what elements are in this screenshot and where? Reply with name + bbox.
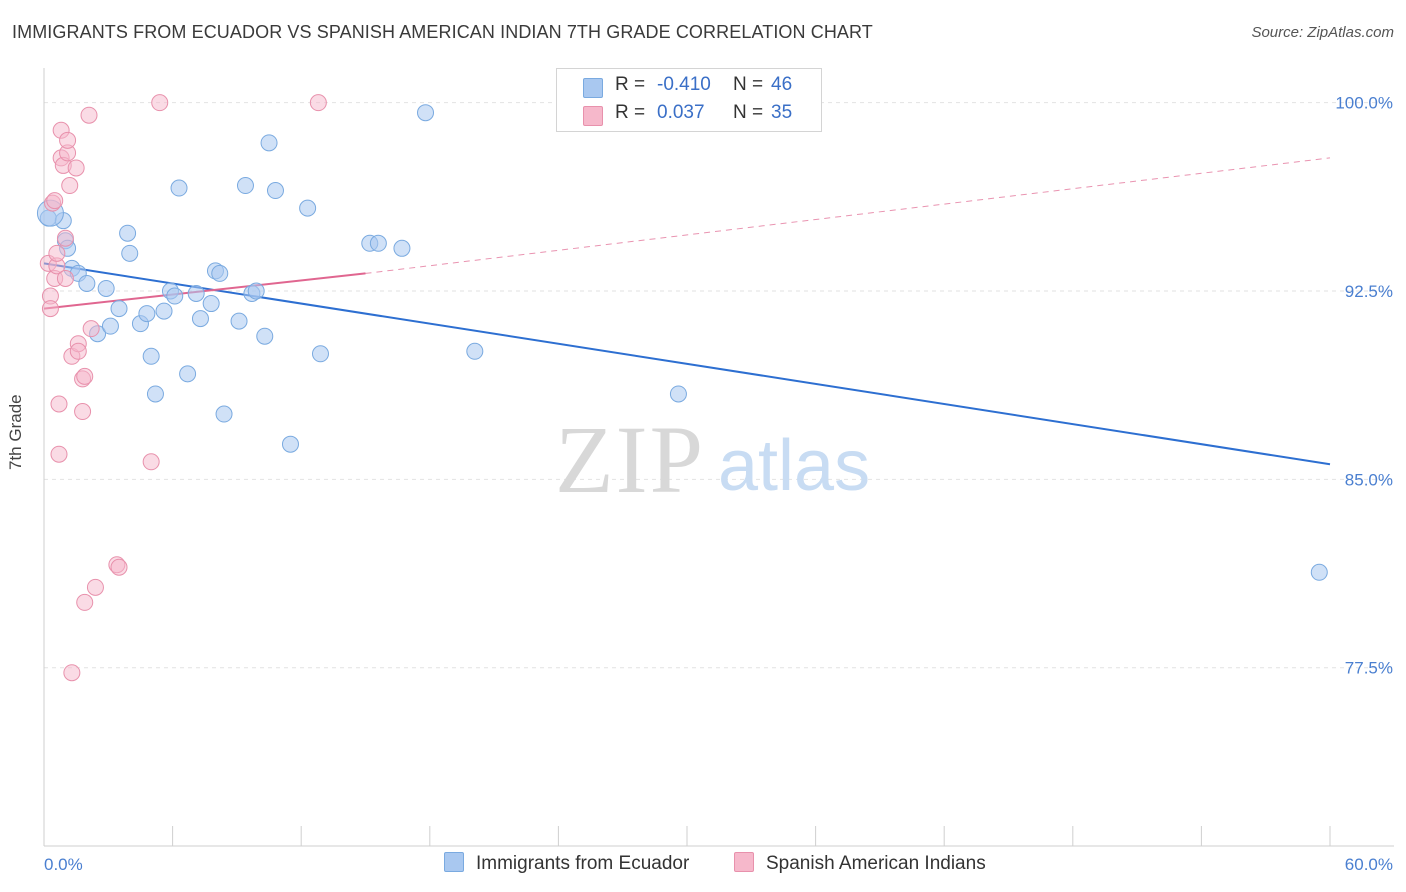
watermark-zip: ZIP bbox=[555, 406, 705, 513]
point-spanish-american bbox=[82, 320, 100, 338]
bottom-legend-swatch-blue bbox=[444, 852, 464, 872]
bottom-legend-ecuador: Immigrants from Ecuador bbox=[444, 852, 689, 875]
point-ecuador bbox=[170, 179, 188, 197]
point-spanish-american bbox=[151, 94, 169, 112]
point-ecuador bbox=[299, 199, 317, 217]
point-ecuador bbox=[121, 244, 139, 262]
point-spanish-american bbox=[142, 453, 160, 471]
chart-title: IMMIGRANTS FROM ECUADOR VS SPANISH AMERI… bbox=[12, 22, 873, 42]
legend-row-spanish-american: R = 0.037 N = 35 bbox=[557, 100, 821, 128]
point-spanish-american bbox=[69, 342, 87, 360]
point-ecuador bbox=[146, 385, 164, 403]
point-ecuador bbox=[142, 347, 160, 365]
point-ecuador bbox=[187, 285, 205, 303]
point-ecuador bbox=[166, 287, 184, 305]
y-tick-label: 100.0% bbox=[1335, 94, 1393, 113]
point-ecuador bbox=[215, 405, 233, 423]
point-ecuador bbox=[211, 264, 229, 282]
point-ecuador bbox=[230, 312, 248, 330]
y-tick-label: 92.5% bbox=[1345, 282, 1393, 301]
point-spanish-american bbox=[86, 578, 104, 596]
bottom-legend-label: Spanish American Indians bbox=[766, 853, 986, 874]
y-tick-label: 77.5% bbox=[1345, 659, 1393, 678]
point-spanish-american bbox=[110, 558, 128, 576]
point-spanish-american bbox=[59, 131, 77, 149]
point-spanish-american bbox=[61, 177, 79, 195]
point-spanish-american bbox=[67, 159, 85, 177]
bottom-legend-swatch-pink bbox=[734, 852, 754, 872]
legend-row-ecuador: R = -0.410 N = 46 bbox=[557, 72, 821, 100]
point-spanish-american bbox=[48, 244, 66, 262]
point-ecuador bbox=[369, 234, 387, 252]
point-ecuador bbox=[256, 327, 274, 345]
point-ecuador bbox=[266, 182, 284, 200]
legend-r-value: -0.410 bbox=[657, 74, 711, 95]
bottom-legend-label: Immigrants from Ecuador bbox=[476, 853, 690, 874]
point-ecuador bbox=[101, 317, 119, 335]
tick-labels: 100.0% 92.5% 85.0% 77.5% 0.0% 60.0% bbox=[44, 94, 1393, 874]
data-points bbox=[36, 94, 1328, 682]
point-ecuador bbox=[236, 177, 254, 195]
point-spanish-american bbox=[46, 192, 64, 210]
point-spanish-american bbox=[80, 106, 98, 124]
stats-legend: R = -0.410 N = 46 R = 0.037 N = 35 bbox=[556, 68, 822, 132]
axis-layer bbox=[43, 68, 1394, 847]
point-ecuador bbox=[311, 345, 329, 363]
point-ecuador bbox=[155, 302, 173, 320]
point-spanish-american bbox=[56, 229, 74, 247]
point-spanish-american bbox=[76, 593, 94, 611]
point-ecuador bbox=[669, 385, 687, 403]
y-tick-label: 85.0% bbox=[1345, 470, 1393, 489]
watermark-atlas: atlas bbox=[718, 426, 870, 506]
legend-swatch-blue bbox=[583, 78, 603, 98]
point-ecuador bbox=[247, 282, 265, 300]
legend-n-value: 35 bbox=[771, 102, 793, 123]
point-spanish-american bbox=[309, 94, 327, 112]
x-tick-label: 0.0% bbox=[44, 855, 83, 874]
point-ecuador bbox=[393, 239, 411, 257]
point-ecuador bbox=[97, 279, 115, 297]
point-ecuador bbox=[1310, 563, 1328, 581]
legend-r-label: R = bbox=[615, 74, 646, 95]
point-ecuador bbox=[110, 300, 128, 318]
legend-n-value: 46 bbox=[771, 74, 793, 95]
point-ecuador bbox=[179, 365, 197, 383]
point-ecuador bbox=[191, 310, 209, 328]
point-ecuador bbox=[281, 435, 299, 453]
point-ecuador bbox=[202, 295, 220, 313]
legend-r-label: R = bbox=[615, 102, 646, 123]
point-spanish-american bbox=[76, 367, 94, 385]
point-ecuador bbox=[466, 342, 484, 360]
legend-n-label: N = bbox=[733, 74, 764, 95]
point-spanish-american bbox=[50, 445, 68, 463]
x-tick-label: 60.0% bbox=[1345, 855, 1393, 874]
trend-line-spanish-american bbox=[43, 272, 366, 310]
point-spanish-american bbox=[63, 664, 81, 682]
point-ecuador bbox=[138, 305, 156, 323]
point-spanish-american bbox=[50, 395, 68, 413]
point-spanish-american bbox=[74, 403, 92, 421]
legend-n-label: N = bbox=[733, 102, 764, 123]
point-ecuador bbox=[78, 274, 96, 292]
source-label: Source: ZipAtlas.com bbox=[1251, 24, 1394, 41]
bottom-legend-spanish-american: Spanish American Indians bbox=[734, 852, 986, 875]
point-ecuador bbox=[119, 224, 137, 242]
point-ecuador bbox=[417, 104, 435, 122]
point-spanish-american bbox=[41, 300, 59, 318]
legend-r-value: 0.037 bbox=[657, 102, 705, 123]
legend-swatch-pink bbox=[583, 106, 603, 126]
trend-line-spanish-american-extension bbox=[365, 157, 1331, 274]
point-ecuador bbox=[260, 134, 278, 152]
point-spanish-american bbox=[56, 269, 74, 287]
